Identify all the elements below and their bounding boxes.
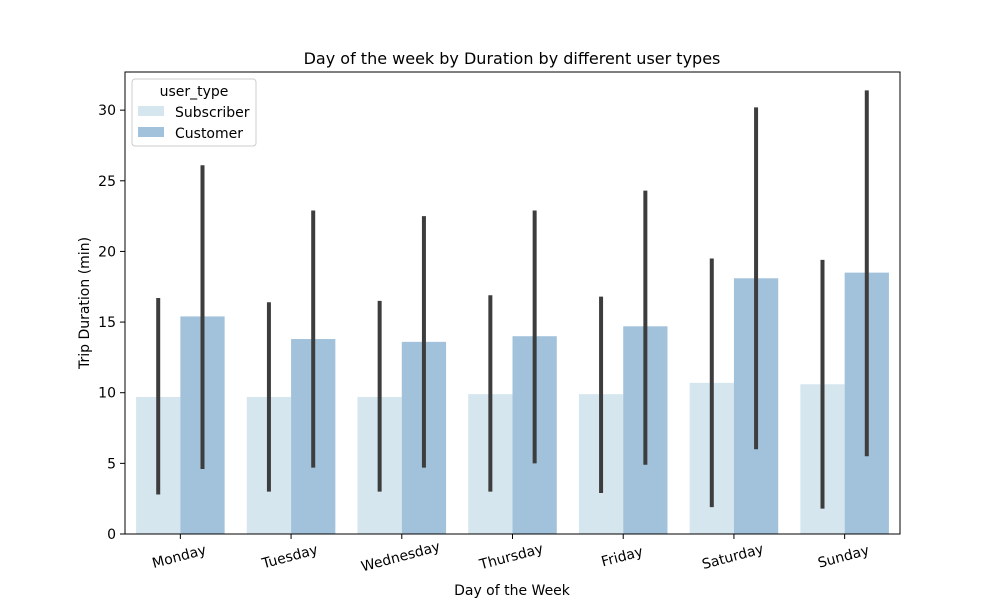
x-tick-label-tuesday: Tuesday bbox=[259, 542, 319, 572]
legend: user_type Subscriber Customer bbox=[131, 78, 257, 147]
legend-swatch-subscriber bbox=[138, 106, 164, 116]
x-tick-label-friday: Friday bbox=[600, 544, 645, 570]
x-axis: Monday Tuesday Wednesday Thursday Friday Satu… bbox=[151, 534, 871, 575]
y-tick-label: 0 bbox=[107, 527, 116, 543]
y-tick-label: 10 bbox=[98, 386, 116, 402]
y-tick-label: 25 bbox=[98, 174, 116, 190]
x-tick-label-sunday: Sunday bbox=[816, 543, 871, 572]
x-tick-label-saturday: Saturday bbox=[700, 541, 765, 573]
legend-swatch-customer bbox=[138, 127, 164, 137]
x-tick-label-wednesday: Wednesday bbox=[360, 539, 442, 575]
y-axis: 0 5 10 15 20 25 30 bbox=[98, 103, 125, 543]
legend-title: user_type bbox=[160, 84, 229, 100]
legend-label-subscriber: Subscriber bbox=[175, 105, 250, 121]
y-axis-label: Trip Duration (min) bbox=[77, 237, 93, 370]
y-tick-label: 5 bbox=[107, 456, 116, 472]
y-tick-label: 30 bbox=[98, 103, 116, 119]
x-axis-label: Day of the Week bbox=[454, 583, 571, 599]
bars-group bbox=[136, 272, 889, 534]
x-tick-label-thursday: Thursday bbox=[477, 541, 545, 574]
y-tick-label: 20 bbox=[98, 244, 116, 260]
legend-label-customer: Customer bbox=[175, 126, 243, 142]
chart-title: Day of the week by Duration by different… bbox=[304, 49, 721, 68]
error-bars-group bbox=[156, 90, 869, 509]
x-tick-label-monday: Monday bbox=[151, 542, 209, 572]
y-tick-label: 15 bbox=[98, 315, 116, 331]
